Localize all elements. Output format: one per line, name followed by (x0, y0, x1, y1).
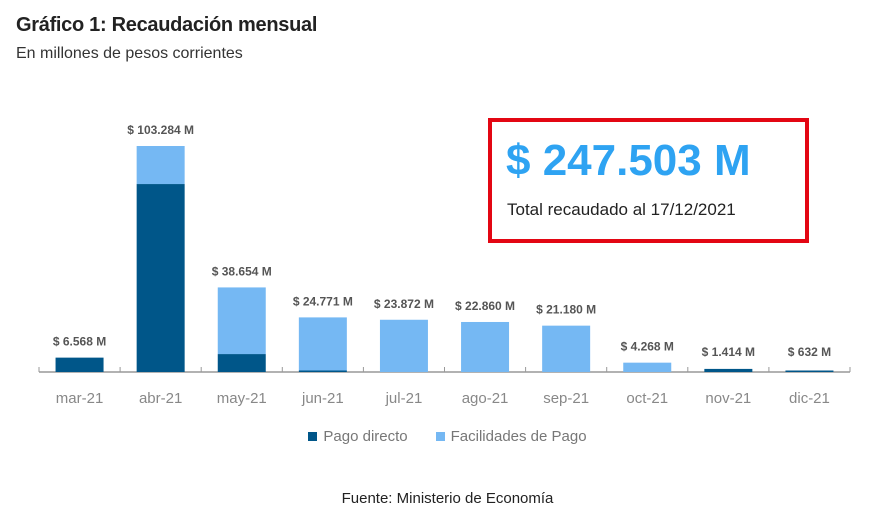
legend-swatch-facilidades (435, 432, 445, 441)
data-label: $ 6.568 M (53, 335, 106, 349)
source-note: Fuente: Ministerio de Economía (341, 490, 554, 507)
bar-facilidades (623, 362, 672, 372)
legend-label-pago-directo: Pago directo (323, 428, 408, 445)
bar-pago-directo (785, 370, 834, 372)
x-tick-label: sep-21 (543, 390, 589, 407)
data-label: $ 4.268 M (621, 340, 674, 354)
x-tick-label: may-21 (217, 390, 267, 407)
total-value: $ 247.503 M (506, 136, 751, 185)
data-label: $ 23.872 M (374, 297, 434, 311)
total-label: Total recaudado al 17/12/2021 (507, 200, 736, 219)
bar-facilidades (298, 317, 347, 371)
chart-subtitle: En millones de pesos corrientes (16, 45, 243, 62)
bar-chart: $ 6.568 M mar-21 $ 103.284 M abr-21 $ 38.654… (38, 123, 851, 407)
bar-facilidades (217, 287, 266, 355)
bar-pago-directo (704, 368, 753, 372)
x-tick-label: mar-21 (56, 390, 104, 407)
total-highlight-box: $ 247.503 M Total recaudado al 17/12/202… (488, 118, 809, 243)
bar-pago-directo (136, 184, 185, 372)
bar-facilidades (136, 146, 185, 185)
bar-pago-directo (217, 354, 266, 372)
bar-pago-directo (55, 357, 104, 372)
data-label: $ 38.654 M (212, 264, 272, 278)
data-label: $ 1.414 M (702, 345, 755, 359)
x-tick-label: nov-21 (705, 390, 751, 407)
legend-swatch-pago-directo (308, 432, 318, 441)
legend-item-pago-directo: Pago directo (308, 428, 408, 445)
x-tick-label: abr-21 (139, 390, 182, 407)
legend-item-facilidades: Facilidades de Pago (435, 428, 587, 445)
legend: Pago directo Facilidades de Pago (0, 428, 895, 445)
data-label: $ 103.284 M (127, 123, 194, 137)
data-label: $ 632 M (788, 345, 831, 359)
bar-facilidades (542, 325, 591, 372)
x-tick-label: jul-21 (385, 390, 423, 407)
bar-facilidades (379, 319, 428, 372)
x-tick-label: ago-21 (462, 390, 509, 407)
x-tick-label: jun-21 (301, 390, 344, 407)
chart-title: Gráfico 1: Recaudación mensual (16, 14, 318, 36)
bar-facilidades (461, 321, 510, 372)
x-tick-label: dic-21 (789, 390, 830, 407)
data-label: $ 21.180 M (536, 303, 596, 317)
bar-pago-directo (298, 370, 347, 372)
legend-label-facilidades: Facilidades de Pago (450, 428, 587, 445)
data-label: $ 24.771 M (293, 294, 353, 308)
x-tick-label: oct-21 (626, 390, 668, 407)
data-label: $ 22.860 M (455, 299, 515, 313)
